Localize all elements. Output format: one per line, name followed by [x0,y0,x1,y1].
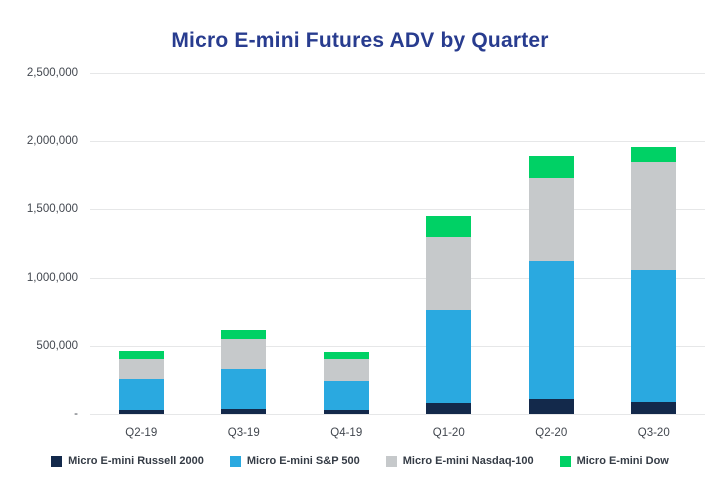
bar-segment-dow [631,146,677,163]
bar-segment-sp-500 [221,369,267,410]
bar-segment-nasdaq-100 [221,339,267,369]
x-axis-tick-label: Q2-19 [125,427,158,439]
legend-color-swatch [385,455,397,467]
gridline [90,209,705,211]
bar-slot-q3-19 [193,73,296,414]
bar-slot-q3-20 [603,73,706,414]
legend-item-label: Micro E-mini Nasdaq-100 [402,455,534,467]
legend-item-dow: Micro E-mini Dow [559,455,669,467]
legend-item-nasdaq-100: Micro E-mini Nasdaq-100 [385,455,534,467]
bar-slot-q4-19 [295,73,398,414]
bar-segment-russell-2000 [323,409,369,414]
y-axis-tick-label: 2,000,000 [26,135,78,148]
gridline [90,141,705,143]
legend: Micro E-mini Russell 2000 Micro E-mini S&… [0,455,720,467]
bar-segment-nasdaq-100 [528,177,574,261]
bar-segment-nasdaq-100 [118,358,164,380]
gridline [90,414,705,415]
bars-group [90,73,705,414]
bar-segment-sp-500 [426,309,472,404]
bar-segment-dow [528,156,574,178]
bar-segment-nasdaq-100 [426,236,472,310]
bar-segment-sp-500 [528,260,574,400]
legend-item-sp-500: Micro E-mini S&P 500 [229,455,360,467]
bar-segment-sp-500 [631,270,677,402]
chart-title: Micro E-mini Futures ADV by Quarter [171,29,549,52]
x-axis-tick-label: Q3-19 [227,427,260,439]
y-axis-tick-label: 2,500,000 [26,67,78,79]
bar-segment-russell-2000 [118,409,164,414]
bar-segment-nasdaq-100 [631,162,677,271]
legend-color-swatch [559,455,571,467]
bar-q3-20 [631,146,677,414]
bar-slot-q2-20 [500,73,603,414]
bar-segment-sp-500 [118,379,164,410]
bar-segment-sp-500 [323,380,369,410]
bar-slot-q1-20 [398,73,501,414]
x-axis: Q2-19 Q3-19 Q4-19 Q1-20 Q2-20 Q3-20 [90,427,705,439]
bar-segment-russell-2000 [528,399,574,414]
plot-area [90,73,705,415]
legend-item-label: Micro E-mini S&P 500 [246,455,360,467]
x-axis-tick-label: Q3-20 [637,427,670,439]
x-axis-tick-label: Q1-20 [432,427,465,439]
y-axis-tick-label: 500,000 [36,339,78,352]
x-axis-tick-label: Q4-19 [330,427,363,439]
bar-segment-dow [118,351,164,359]
legend-item-label: Micro E-mini Russell 2000 [68,455,204,467]
y-axis-tick-label: 1,500,000 [26,203,78,216]
gridline [90,277,705,279]
bar-q2-20 [528,156,574,414]
bar-segment-dow [221,330,267,339]
x-axis-tick-label: Q2-20 [535,427,568,439]
bar-q4-19 [323,351,369,414]
legend-item-russell-2000: Micro E-mini Russell 2000 [51,455,204,467]
bar-q3-19 [221,330,267,414]
y-axis-tick-label: 1,000,000 [26,271,78,284]
legend-color-swatch [51,455,63,467]
bar-segment-russell-2000 [221,409,267,414]
bar-q2-19 [118,351,164,414]
bar-segment-russell-2000 [631,401,677,414]
gridline [90,73,705,74]
bar-segment-russell-2000 [426,403,472,414]
bar-q1-20 [426,216,472,414]
bar-segment-nasdaq-100 [323,358,369,381]
bar-slot-q2-19 [90,73,193,414]
legend-item-label: Micro E-mini Dow [576,455,669,467]
gridline [90,345,705,347]
bar-segment-dow [323,351,369,359]
bar-segment-dow [426,216,472,237]
legend-color-swatch [229,455,241,467]
y-axis-tick-label: - [74,408,78,420]
